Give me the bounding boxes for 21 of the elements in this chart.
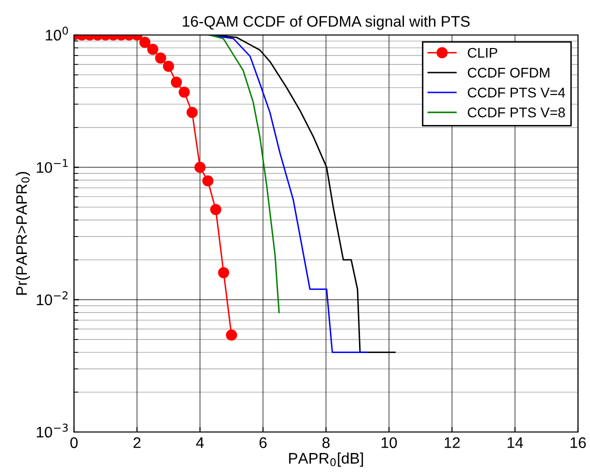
line-series <box>208 35 280 314</box>
x-tick-label: 8 <box>322 437 330 448</box>
legend-label: CCDF PTS V=4 <box>468 88 566 98</box>
y-tick-label: 10$^{−2}$ <box>36 291 68 306</box>
x-tick-label: 2 <box>134 437 140 448</box>
x-tick-label: 10 <box>382 437 397 448</box>
y-tick-label: 10$^{−3}$ <box>36 424 68 438</box>
x-tick-label: 12 <box>444 437 460 448</box>
y-axis-title: Pr(PAPR>PAPR$_{0}$) <box>16 172 30 295</box>
legend-label: CCDF PTS V=8 <box>468 108 565 118</box>
x-tick-label: 4 <box>196 437 204 448</box>
x-tick-label: 6 <box>260 437 267 448</box>
x-tick-label: 14 <box>508 437 524 448</box>
chart-title: 16-QAM CCDF of OFDMA signal with PTS <box>182 16 470 30</box>
legend-label: CLIP <box>468 48 498 58</box>
y-tick-label: 10$^{0}$ <box>46 26 68 41</box>
x-axis-title: PAPR$_{0}$[dB] <box>289 452 363 467</box>
y-tick-label: 10$^{−1}$ <box>36 159 68 173</box>
x-tick-label: 0 <box>70 437 78 448</box>
x-tick-label: 16 <box>570 437 586 448</box>
legend-label: CCDF OFDM <box>468 68 550 78</box>
